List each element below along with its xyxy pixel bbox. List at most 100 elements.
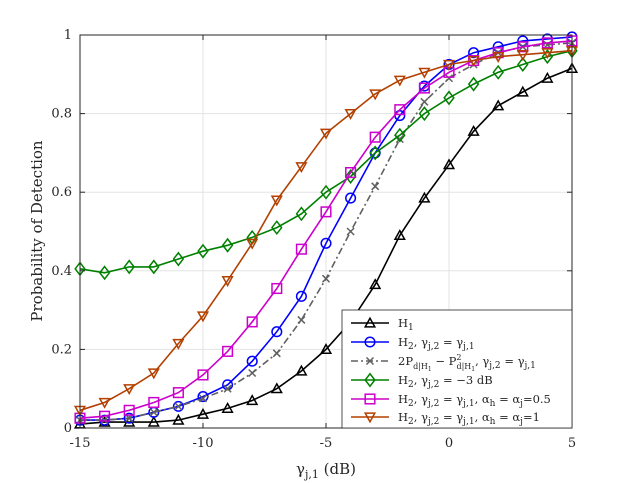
data-point-marker: [394, 127, 406, 143]
data-point-marker: [198, 394, 208, 403]
y-tick-label: 0: [64, 421, 72, 436]
y-tick-label: 0.6: [51, 185, 72, 200]
data-point-marker: [371, 182, 380, 191]
data-point-marker: [320, 237, 332, 249]
data-point-marker: [492, 52, 505, 63]
data-point-marker: [147, 415, 160, 427]
data-point-marker: [248, 368, 257, 378]
data-point-marker: [295, 290, 307, 302]
data-point-marker: [196, 311, 210, 323]
data-point-marker: [516, 85, 529, 97]
x-tick-label: -10: [193, 436, 214, 451]
ticks: -15 -10 -5 0 5 0 0.2 0.4 0.6 0.8 1: [51, 28, 576, 451]
data-point-marker: [221, 237, 234, 253]
data-point-marker: [394, 104, 406, 116]
data-point-marker: [492, 99, 505, 111]
data-point-marker: [271, 220, 283, 236]
data-point-marker: [295, 364, 308, 376]
data-point-marker: [320, 206, 332, 218]
data-point-marker: [172, 413, 185, 425]
data-point-marker: [172, 387, 184, 399]
data-point-marker: [369, 131, 381, 143]
legend-box: [341, 309, 573, 429]
x-tick-label: -15: [70, 436, 91, 451]
data-point-marker: [364, 372, 376, 388]
data-point-marker: [442, 59, 456, 71]
data-point-marker: [272, 349, 281, 358]
series-line: [79, 49, 573, 412]
x-tick-label: -5: [320, 436, 333, 451]
data-point-marker: [492, 64, 504, 80]
data-point-marker: [365, 356, 375, 366]
series-line: [80, 36, 573, 421]
series-5: [74, 35, 578, 424]
data-point-marker: [442, 158, 456, 170]
data-point-marker: [246, 238, 259, 250]
data-point-marker: [295, 162, 308, 173]
data-point-marker: [174, 402, 183, 411]
data-point-marker: [196, 407, 210, 419]
data-point-marker: [393, 75, 406, 87]
data-point-marker: [369, 278, 382, 290]
data-point-marker: [418, 106, 431, 122]
data-point-marker: [320, 184, 332, 200]
data-point-marker: [99, 410, 111, 422]
data-point-marker: [344, 169, 357, 184]
series-6: [73, 46, 579, 417]
data-point-marker: [418, 191, 431, 203]
data-point-marker: [345, 167, 357, 179]
data-point-marker: [246, 394, 259, 406]
y-tick-label: 0.8: [51, 107, 72, 122]
series-line: [79, 40, 573, 419]
x-tick-label: 0: [445, 436, 453, 451]
data-point-marker: [344, 109, 357, 120]
data-point-marker: [541, 48, 554, 60]
data-point-marker: [418, 82, 430, 94]
data-point-marker: [467, 55, 480, 67]
data-point-marker: [221, 402, 234, 413]
data-point-marker: [345, 192, 357, 204]
data-point-marker: [319, 343, 333, 354]
data-point-marker: [270, 195, 283, 207]
data-point-marker: [517, 35, 529, 47]
data-point-marker: [123, 404, 135, 416]
data-point-marker: [172, 400, 184, 412]
data-point-marker: [319, 128, 333, 140]
data-point-marker: [468, 47, 480, 59]
y-tick-label: 0.4: [51, 264, 72, 279]
data-point-marker: [223, 384, 232, 393]
data-point-marker: [98, 265, 111, 281]
series-line: [79, 49, 573, 274]
data-point-marker: [222, 345, 234, 357]
data-point-marker: [148, 259, 160, 275]
data-point-marker: [443, 90, 455, 106]
data-point-marker: [123, 384, 136, 396]
data-point-marker: [172, 251, 185, 267]
series-line: [79, 67, 573, 425]
data-point-marker: [172, 338, 185, 350]
legend-entry-4: H2, γj,2 = −3 dB: [398, 373, 493, 390]
data-point-marker: [541, 37, 553, 49]
data-point-marker: [364, 393, 376, 405]
data-point-marker: [444, 74, 454, 83]
data-point-marker: [246, 355, 258, 367]
data-point-marker: [100, 416, 109, 425]
x-tick-label: 5: [568, 436, 576, 451]
data-point-marker: [492, 41, 504, 53]
series-1: [73, 62, 579, 429]
legend-entry-6: H2, γj,2 = γj,1, αh = αj=1: [398, 410, 540, 427]
y-tick-label: 0.2: [51, 342, 72, 357]
data-point-marker: [541, 49, 554, 65]
series-3: [75, 38, 577, 425]
data-point-marker: [364, 336, 376, 348]
data-point-marker: [516, 50, 529, 61]
data-point-marker: [197, 369, 209, 381]
legend: H1 H2, γj,2 = γj,1 2Pd|H1 − P2 d|H1, γj,2…: [341, 309, 573, 429]
data-point-marker: [295, 243, 307, 255]
data-point-marker: [393, 229, 406, 241]
y-axis-label: Probability of Detection: [28, 140, 46, 322]
series-4: [74, 43, 578, 281]
data-point-marker: [420, 97, 429, 106]
data-point-marker: [246, 316, 258, 328]
